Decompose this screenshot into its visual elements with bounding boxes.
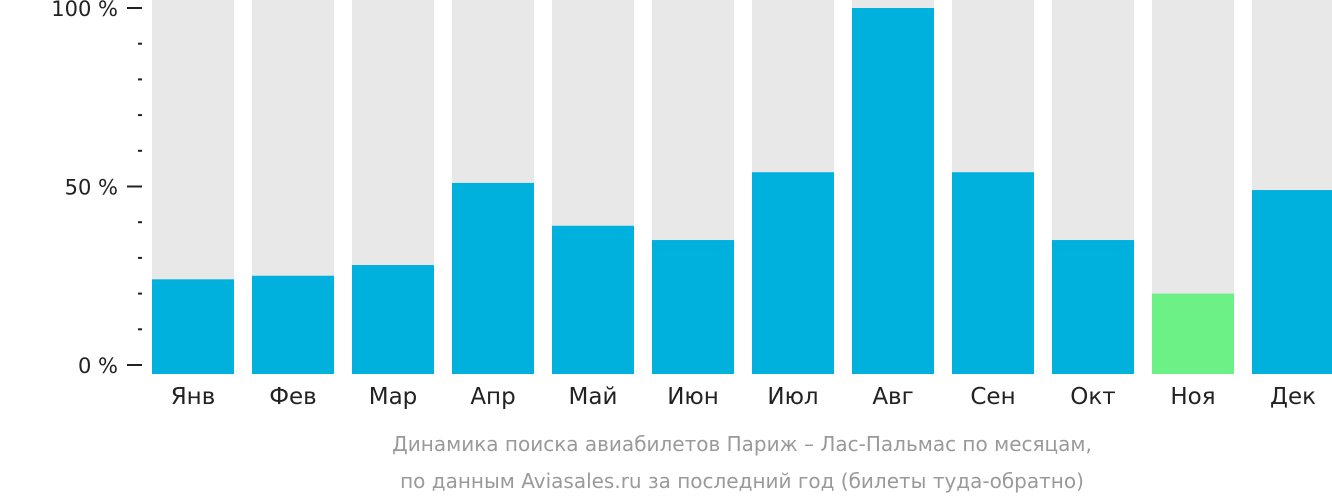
- x-tick-label: Сен: [970, 384, 1015, 410]
- bar-1: [152, 279, 234, 374]
- y-tick-label: 50 %: [65, 176, 118, 200]
- bar-12: [1252, 190, 1332, 374]
- bar-10: [1052, 240, 1134, 374]
- x-tick-label: Мар: [369, 384, 418, 410]
- x-tick-label: Окт: [1070, 384, 1115, 410]
- y-tick-label: 100 %: [51, 0, 118, 21]
- chart-caption: Динамика поиска авиабилетов Париж – Лас-…: [392, 432, 1092, 493]
- x-tick-label: Май: [569, 384, 618, 410]
- bar-8: [852, 8, 934, 374]
- x-tick-label: Янв: [171, 384, 216, 410]
- bar-9: [952, 172, 1034, 374]
- x-tick-label: Июл: [767, 384, 818, 410]
- caption-line-2: по данным Aviasales.ru за последний год …: [400, 469, 1084, 493]
- bars: [152, 0, 1332, 374]
- caption-line-1: Динамика поиска авиабилетов Париж – Лас-…: [392, 432, 1092, 456]
- x-tick-label: Апр: [470, 384, 515, 410]
- bar-2: [252, 275, 334, 374]
- bar-6: [652, 240, 734, 374]
- x-tick-label: Дек: [1270, 384, 1316, 410]
- bar-5: [552, 225, 634, 374]
- x-tick-label: Июн: [667, 384, 719, 410]
- bar-7: [752, 172, 834, 374]
- bar-3: [352, 265, 434, 374]
- x-axis-labels: Янв Фев Мар Апр Май Июн Июл Авг Сен Окт Ноя Дек: [171, 384, 1316, 410]
- y-axis: 0 % 50 % 100 %: [51, 0, 142, 378]
- x-tick-label: Ноя: [1170, 384, 1215, 410]
- bar-11: [1152, 293, 1234, 374]
- x-tick-label: Авг: [872, 384, 913, 410]
- bar-4: [452, 182, 534, 374]
- x-tick-label: Фев: [269, 384, 317, 410]
- y-tick-label: 0 %: [78, 354, 118, 378]
